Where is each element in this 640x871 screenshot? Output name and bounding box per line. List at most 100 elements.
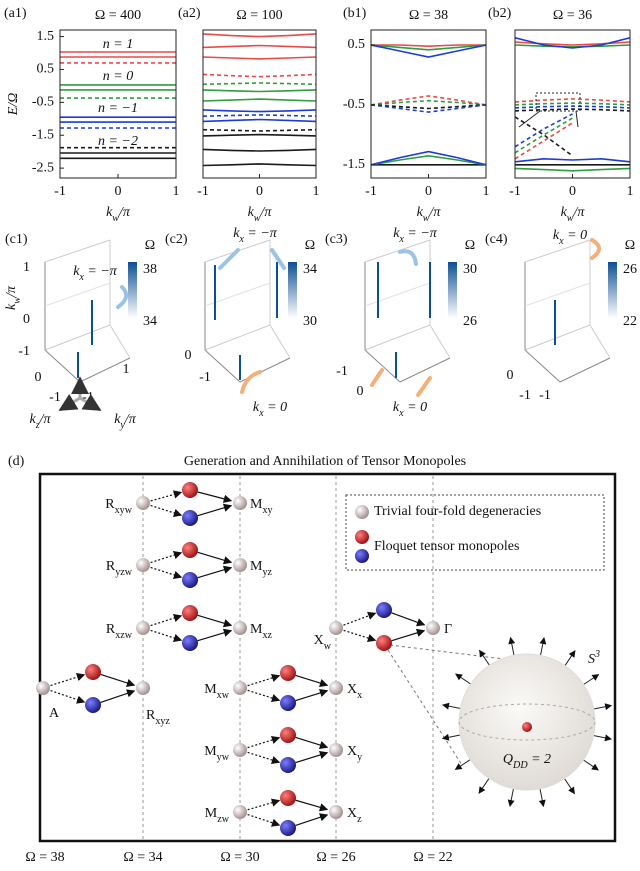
text-part: R [106,622,116,637]
transition-arrow [150,504,183,517]
transition-arrow [197,614,233,628]
node-label: Xw [314,633,332,652]
degeneracy-node [136,621,150,635]
x-tick-label: 0 [569,184,576,199]
transition-arrow [150,490,183,502]
text-part: x [78,272,84,283]
degeneracy-node [426,621,440,635]
text-part: = 0 [564,228,587,243]
text-part: x [238,234,244,245]
text-part: xzw [115,630,133,641]
text-part: k [561,205,568,220]
text-part: xyw [115,505,133,516]
text-part: R [146,708,156,723]
colorbar [128,262,137,318]
box-edge [269,324,291,359]
base-axis-label: ky/π [114,412,137,431]
grid-line [524,282,591,307]
base-tick-label: 0 [357,384,364,399]
y-tick-label: -1.5 [343,157,365,172]
band-line [203,44,316,49]
transition-arrow [295,674,329,688]
band-line [203,33,316,38]
text-part: X [347,744,357,759]
text-part: x [258,408,264,419]
node-label: Γ [444,622,452,637]
box-edge [44,349,81,383]
band-line [203,128,316,132]
text-part: A [49,706,60,721]
colorbar-min: 34 [143,314,157,329]
text-part: = 0 [404,400,427,415]
transition-arrow [295,688,329,702]
x-tick-label: 1 [627,184,634,199]
text-part: w [12,297,23,304]
text-part: R [106,559,116,574]
box-edge [589,324,611,359]
monopole [280,727,296,743]
text-part: w [254,213,261,224]
x-tick-label: 1 [173,184,180,199]
box-edge [524,324,591,351]
text-part: zw [217,814,229,825]
plot-frame [202,29,317,179]
text-part: /π [39,412,52,427]
panel-label: (d) [8,454,25,469]
band-line [371,104,486,113]
text-part: = −π [404,226,438,241]
text-part: k [253,400,260,415]
transition-arrow [247,673,281,687]
axis-label: kw/π [4,285,23,310]
text-part: z [35,420,40,431]
text-part: /π [124,412,137,427]
band-line [203,109,316,113]
transition-arrow [247,735,281,749]
node-label: Mxy [250,497,273,516]
text-part: M [204,744,217,759]
band-line [203,163,316,167]
text-part: k [106,205,113,220]
degeneracy-node [136,496,150,510]
diagram-frame [38,472,617,843]
monopole [182,635,198,651]
text-part: /π [429,205,442,220]
legend-marker [355,530,369,544]
transition-arrow [197,565,233,579]
text-part: = −π [244,226,278,241]
band-line [515,167,630,172]
diagram-title: Generation and Annihilation of Tensor Mo… [184,454,466,469]
monopole [280,820,296,836]
node-label: Mxw [204,682,229,701]
base-axis-label: kz/π [29,412,51,431]
band-line [371,44,486,51]
node-label: Xy [347,744,362,763]
panel-label: (c3) [325,232,348,247]
y-tick-label: 0.5 [348,37,366,52]
box-edge [364,324,431,351]
base-tick-label: -1 [49,390,61,405]
transition-arrow [150,614,183,627]
stage-label: Ω = 30 [220,850,259,865]
band-line [515,108,630,112]
legend-marker [355,549,369,563]
text-part: 3 [594,649,600,660]
base-tick-label: -1 [519,388,531,403]
text-part: w [324,641,332,652]
text-part: Q [503,752,513,767]
x-tick-label: 1 [313,184,320,199]
box-edge [44,324,111,351]
node-label: Xx [347,682,362,701]
inset-box [535,92,581,112]
transition-arrow [247,798,281,811]
band-line [515,105,630,109]
arrow [240,370,262,394]
x-tick-label: -1 [365,184,377,199]
degeneracy-node [233,743,247,757]
transition-arrow [247,751,281,765]
text-part: k [4,303,19,310]
band-line [371,104,486,110]
x-tick-label: 0 [115,184,122,199]
node-label: Ryzw [106,559,133,578]
colorbar-min: 22 [623,314,637,329]
